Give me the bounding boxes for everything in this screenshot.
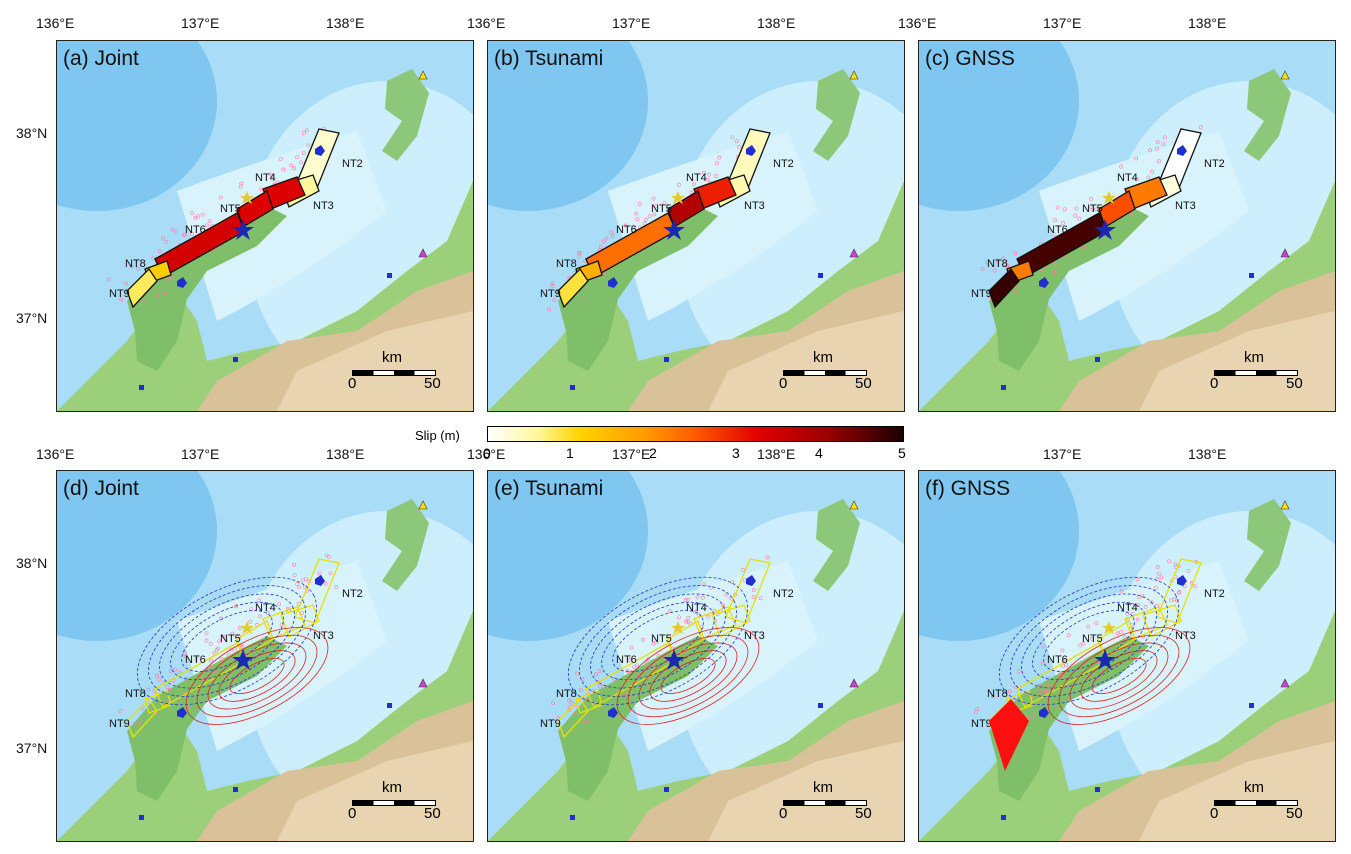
fault-label-nt9: NT9 — [540, 288, 561, 300]
fault-label-nt4: NT4 — [1117, 172, 1138, 184]
fault-label-nt8: NT8 — [987, 688, 1008, 700]
lat-tick: 38°N — [16, 125, 47, 141]
map-panel: NT2 NT3 NT4 NT5 NT6 NT8 NT9 (d) Joint km 0 50 — [56, 470, 474, 842]
scale-max: 50 — [1286, 805, 1303, 822]
fault-label-nt9: NT9 — [109, 288, 130, 300]
fault-label-nt8: NT8 — [987, 258, 1008, 270]
map-panel: NT2 NT3 NT4 NT5 NT6 NT8 NT9 (c) GNSS km 0 50 — [918, 40, 1336, 412]
fault-label-nt6: NT6 — [185, 654, 206, 666]
slip-colorbar — [487, 426, 904, 442]
scale-min: 0 — [348, 375, 356, 392]
fault-label-nt6: NT6 — [616, 224, 637, 236]
fault-label-nt3: NT3 — [313, 200, 334, 212]
lon-tick: 136°E — [467, 15, 505, 31]
panel-title: (c) GNSS — [925, 47, 1015, 71]
scale-max: 50 — [424, 375, 441, 392]
lat-tick: 37°N — [16, 740, 47, 756]
panel-title: (b) Tsunami — [494, 47, 603, 71]
fault-label-nt4: NT4 — [255, 172, 276, 184]
fault-label-nt9: NT9 — [971, 288, 992, 300]
scale-unit: km — [1244, 779, 1264, 796]
fault-label-nt9: NT9 — [109, 718, 130, 730]
fault-label-nt9: NT9 — [540, 718, 561, 730]
fault-label-nt2: NT2 — [773, 158, 794, 170]
lon-tick: 137°E — [1043, 446, 1081, 462]
panel-title: (f) GNSS — [925, 477, 1010, 501]
lon-tick: 138°E — [757, 446, 795, 462]
fault-label-nt6: NT6 — [616, 654, 637, 666]
map-panel: NT2 NT3 NT4 NT5 NT6 NT8 NT9 (a) Joint km 0 50 — [56, 40, 474, 412]
lon-tick: 137°E — [612, 446, 650, 462]
panel-title: (e) Tsunami — [494, 477, 603, 501]
lon-tick: 137°E — [181, 446, 219, 462]
scale-max: 50 — [855, 375, 872, 392]
colorbar-tick: 5 — [898, 445, 906, 461]
fault-label-nt3: NT3 — [744, 200, 765, 212]
colorbar-tick: 1 — [566, 445, 574, 461]
lon-tick: 136°E — [898, 15, 936, 31]
lon-tick: 138°E — [1188, 446, 1226, 462]
scale-bar: km 0 50 — [783, 351, 869, 391]
scale-bar: km 0 50 — [352, 351, 438, 391]
map-panel: NT2 NT3 NT4 NT5 NT6 NT8 NT9 (e) Tsunami km 0 50 — [487, 470, 905, 842]
fault-label-nt2: NT2 — [342, 158, 363, 170]
fault-label-nt6: NT6 — [185, 224, 206, 236]
lon-tick: 138°E — [757, 15, 795, 31]
scale-max: 50 — [424, 805, 441, 822]
lon-tick: 137°E — [181, 15, 219, 31]
scale-min: 0 — [1210, 375, 1218, 392]
scale-bar: km 0 50 — [1214, 351, 1300, 391]
fault-label-nt3: NT3 — [1175, 200, 1196, 212]
map-panel: NT2 NT3 NT4 NT5 NT6 NT8 NT9 (b) Tsunami km 0 50 — [487, 40, 905, 412]
fault-label-nt6: NT6 — [1047, 654, 1068, 666]
fault-label-nt2: NT2 — [1204, 588, 1225, 600]
lat-tick: 38°N — [16, 555, 47, 571]
colorbar-tick: 0 — [483, 445, 491, 461]
lon-tick: 138°E — [1188, 15, 1226, 31]
scale-unit: km — [382, 349, 402, 366]
lon-tick: 137°E — [612, 15, 650, 31]
fault-label-nt8: NT8 — [556, 688, 577, 700]
lat-tick: 37°N — [16, 310, 47, 326]
colorbar-label: Slip (m) — [415, 428, 460, 443]
fault-label-nt8: NT8 — [556, 258, 577, 270]
colorbar-tick: 3 — [732, 445, 740, 461]
fault-label-nt6: NT6 — [1047, 224, 1068, 236]
fault-label-nt4: NT4 — [686, 172, 707, 184]
scale-bar: km 0 50 — [783, 781, 869, 821]
map-panel: NT2 NT3 NT4 NT5 NT6 NT8 NT9 (f) GNSS km 0 50 — [918, 470, 1336, 842]
scale-unit: km — [813, 779, 833, 796]
lon-tick: 138°E — [326, 15, 364, 31]
lon-tick: 138°E — [326, 446, 364, 462]
lon-tick: 136°E — [36, 446, 74, 462]
fault-label-nt8: NT8 — [125, 258, 146, 270]
scale-max: 50 — [855, 805, 872, 822]
scale-min: 0 — [1210, 805, 1218, 822]
scale-bar: km 0 50 — [352, 781, 438, 821]
fault-label-nt2: NT2 — [1204, 158, 1225, 170]
scale-unit: km — [382, 779, 402, 796]
fault-label-nt8: NT8 — [125, 688, 146, 700]
scale-min: 0 — [779, 805, 787, 822]
scale-min: 0 — [779, 375, 787, 392]
scale-unit: km — [813, 349, 833, 366]
lon-tick: 137°E — [1043, 15, 1081, 31]
fault-label-nt2: NT2 — [342, 588, 363, 600]
colorbar-tick: 4 — [815, 445, 823, 461]
fault-label-nt9: NT9 — [971, 718, 992, 730]
lon-tick: 136°E — [36, 15, 74, 31]
scale-min: 0 — [348, 805, 356, 822]
fault-label-nt2: NT2 — [773, 588, 794, 600]
colorbar-tick: 2 — [649, 445, 657, 461]
scale-bar: km 0 50 — [1214, 781, 1300, 821]
scale-unit: km — [1244, 349, 1264, 366]
scale-max: 50 — [1286, 375, 1303, 392]
panel-title: (a) Joint — [63, 47, 139, 71]
panel-title: (d) Joint — [63, 477, 139, 501]
